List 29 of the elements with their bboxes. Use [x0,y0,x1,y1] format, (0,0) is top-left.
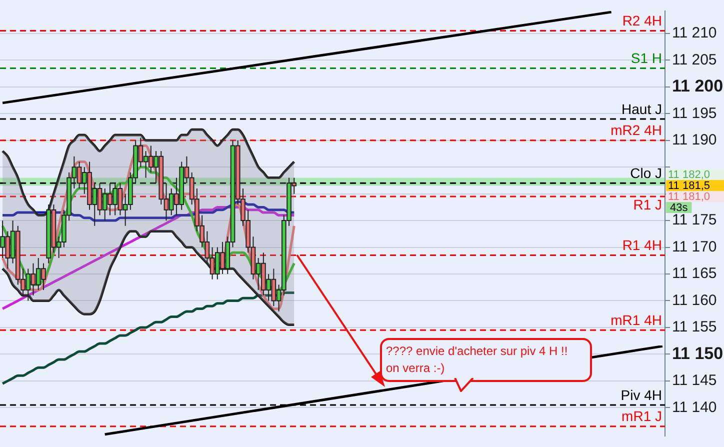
ref-line-label: S1 H [630,50,662,66]
y-tick-label: 11 195 [672,104,717,122]
ref-line-label: Clo J [630,165,662,181]
text: 11 182,0 [668,169,710,182]
ref-line-label: mR2 4H [610,122,662,138]
y-tick-label: 11 160 [672,292,717,309]
text: 43s [670,202,688,214]
annotation: ???? envie d'acheter sur piv 4 H !! on verra :-) [380,338,592,382]
y-tick-label: 11 165 [672,265,717,282]
ref-line-label: Piv 4H [620,386,662,403]
ref-line-label: mR1 4H [610,312,662,328]
ref-line-label: Haut J [622,100,662,117]
y-tick-label: 11 210 [672,24,717,42]
y-tick-label: 11 170 [672,238,717,256]
y-tick-label: 11 175 [672,212,717,229]
text: 11 181,0 [668,191,710,204]
y-tick-label: 11 140 [672,398,717,416]
y-tick-label: 11 145 [672,372,717,390]
text: 11 181,5 [668,180,710,192]
ref-line-label: mR1 J [622,408,662,424]
line-series [1,230,296,326]
y-tick-label: 11 200 [672,76,724,96]
ref-line-label: R1 J [633,196,662,212]
y-tick-label: 11 150 [672,344,724,363]
ref-line-label: R2 4H [622,12,662,29]
y-tick-label: 11 155 [672,318,717,336]
ref-line-label: R1 4H [622,237,662,254]
y-tick-label: 11 190 [672,132,717,149]
y-tick-label: 11 205 [672,51,717,68]
